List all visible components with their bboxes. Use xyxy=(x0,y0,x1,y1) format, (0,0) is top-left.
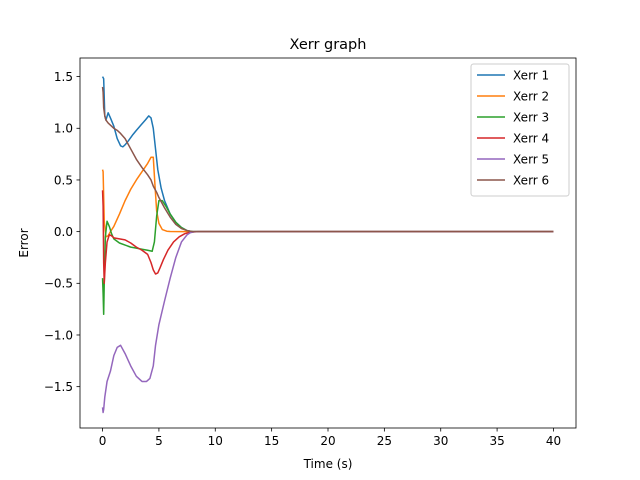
y-tick-label: 1.0 xyxy=(54,122,73,136)
y-tick-label: −1.5 xyxy=(44,380,73,394)
y-ticks: −1.5 −1.0 −0.5 0.0 0.5 1.0 1.5 xyxy=(44,70,80,394)
y-tick-label: −1.0 xyxy=(44,328,73,342)
y-tick-label: 0.5 xyxy=(54,173,73,187)
x-tick-label: 35 xyxy=(489,434,504,448)
y-tick-label: 1.5 xyxy=(54,70,73,84)
legend-label-2: Xerr 2 xyxy=(513,89,549,103)
x-tick-label: 40 xyxy=(546,434,561,448)
x-tick-label: 30 xyxy=(433,434,448,448)
x-tick-label: 15 xyxy=(264,434,279,448)
series-line-5 xyxy=(101,230,554,414)
series-line-4 xyxy=(101,190,554,285)
series-line-2 xyxy=(101,156,554,238)
chart-title: Xerr graph xyxy=(290,37,367,53)
y-tick-label: 0.0 xyxy=(54,225,73,239)
legend: Xerr 1 Xerr 2 Xerr 3 Xerr 4 Xerr 5 Xerr 6 xyxy=(470,63,570,197)
legend-label-4: Xerr 4 xyxy=(513,131,549,145)
legend-label-1: Xerr 1 xyxy=(513,68,549,82)
x-axis-label: Time (s) xyxy=(303,457,353,471)
series-line-6 xyxy=(101,86,554,233)
x-ticks: 0 5 10 15 20 25 30 35 40 xyxy=(99,428,561,448)
series-group xyxy=(101,76,554,414)
x-tick-label: 20 xyxy=(320,434,335,448)
legend-box xyxy=(470,63,570,197)
x-tick-label: 0 xyxy=(99,434,107,448)
legend-label-5: Xerr 5 xyxy=(513,152,549,166)
y-axis-label: Error xyxy=(17,228,31,257)
x-tick-label: 5 xyxy=(155,434,163,448)
y-tick-label: −0.5 xyxy=(44,277,73,291)
x-tick-label: 10 xyxy=(208,434,223,448)
legend-label-6: Xerr 6 xyxy=(513,173,549,187)
x-tick-label: 25 xyxy=(377,434,392,448)
series-line-3 xyxy=(101,199,554,316)
legend-label-3: Xerr 3 xyxy=(513,110,549,124)
